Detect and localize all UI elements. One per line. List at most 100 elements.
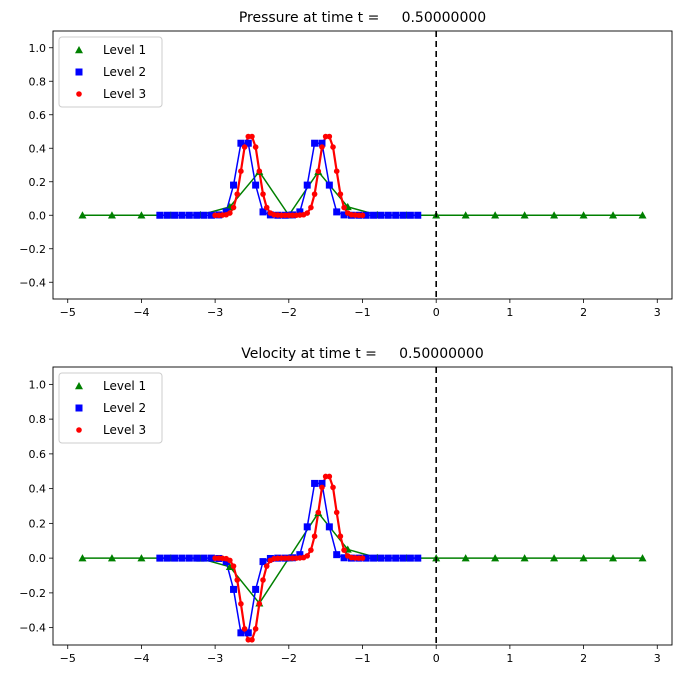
velocity-legend-level-3-label: Level 3	[103, 423, 146, 437]
pressure-y-tick-label: 1.0	[29, 42, 47, 55]
pressure-level-3-line	[215, 135, 363, 217]
pressure-y-tick-label: 0.8	[29, 75, 47, 88]
pressure-y-tick-label: 0.6	[29, 109, 47, 122]
velocity-level-2-point	[207, 554, 215, 562]
velocity-level-3-point	[263, 563, 270, 569]
velocity-level-3-point	[249, 636, 255, 643]
pressure-level-2-point	[392, 211, 400, 219]
velocity-level-1-point	[638, 554, 647, 562]
velocity-y-tick-label: 0.8	[29, 413, 47, 426]
pressure-level-2-point	[333, 208, 341, 216]
pressure-chart: Pressure at time t = 0.50000000 −5 −4 −3 −2 −…	[19, 10, 673, 319]
velocity-legend-level-1-label: Level 1	[103, 379, 146, 393]
pressure-x-tick-label: 1	[506, 306, 513, 319]
velocity-y-tick-label: 1.0	[29, 378, 47, 391]
velocity-level-2-point	[311, 479, 319, 487]
pressure-level-2-point	[222, 208, 230, 216]
pressure-y-tick-label: 0.2	[29, 176, 47, 189]
pressure-y-tick-label: 0.4	[29, 142, 47, 155]
pressure-level-1-point	[550, 211, 559, 219]
pressure-x-tick-label: 0	[433, 306, 440, 319]
velocity-chart: Velocity at time t = 0.50000000 −5 −4 −3 −2 −…	[19, 346, 673, 665]
velocity-y-tick-label: 0.2	[29, 517, 47, 530]
pressure-level-3-point	[252, 144, 259, 150]
velocity-legend-level-2-label: Level 2	[103, 401, 146, 415]
velocity-legend-box	[58, 372, 163, 444]
pressure-x-tick-label: −2	[281, 306, 297, 319]
pressure-level-3-point	[337, 191, 344, 197]
velocity-y-tick-label: −0.2	[19, 587, 46, 600]
pressure-level-2-point	[377, 211, 385, 219]
pressure-level-2-point	[318, 139, 326, 147]
pressure-level-3-point	[319, 144, 325, 150]
pressure-level-3-point	[238, 168, 244, 174]
pressure-level-2-point	[296, 208, 304, 216]
velocity-level-2-point	[414, 554, 422, 562]
velocity-y-tick-label: 0.4	[29, 483, 47, 496]
pressure-y-tick-label: −0.4	[19, 276, 46, 289]
velocity-level-2-point	[222, 558, 230, 566]
velocity-legend-level-1-marker	[75, 382, 83, 390]
velocity-level-3-point	[227, 557, 233, 564]
velocity-level-2-point	[370, 554, 378, 562]
pressure-level-1-point	[579, 211, 588, 219]
velocity-chart-title: Velocity at time t = 0.50000000	[241, 346, 484, 362]
velocity-level-2-point	[325, 523, 333, 531]
velocity-level-3-point	[319, 484, 325, 491]
velocity-level-2-point	[333, 551, 341, 559]
velocity-level-1-point	[461, 554, 470, 562]
velocity-level-2-point	[244, 629, 252, 637]
velocity-x-tick-label: −2	[281, 652, 297, 665]
pressure-chart-title: Pressure at time t = 0.50000000	[239, 10, 486, 26]
velocity-level-3-point	[337, 533, 344, 540]
velocity-axes-frame	[52, 366, 673, 646]
velocity-level-2-point	[377, 554, 385, 562]
velocity-level-1-point	[137, 554, 146, 562]
pressure-level-2-point	[163, 211, 171, 219]
velocity-level-1-point	[107, 554, 116, 562]
velocity-level-3-point	[241, 626, 248, 632]
velocity-level-2-point	[200, 554, 208, 562]
velocity-y-tick-label: −0.4	[19, 622, 46, 635]
velocity-level-2-point	[156, 554, 164, 562]
pressure-legend-level-1-label: Level 1	[103, 43, 146, 57]
pressure-level-2-point	[252, 181, 260, 189]
pressure-level-2-point	[384, 211, 392, 219]
pressure-level-2-point	[406, 211, 414, 219]
pressure-level-2-point	[230, 181, 238, 189]
pressure-level-2-point	[325, 181, 333, 189]
pressure-level-3-point	[304, 210, 311, 216]
velocity-level-2-point	[384, 554, 392, 562]
velocity-level-3-point	[326, 473, 333, 480]
velocity-level-2-point	[193, 554, 201, 562]
velocity-level-2-point	[178, 554, 186, 562]
pressure-x-tick-label: −5	[60, 306, 76, 319]
pressure-y-tick-label: −0.2	[19, 243, 46, 256]
pressure-level-2-line	[159, 142, 418, 216]
velocity-x-tick-label: −3	[207, 652, 223, 665]
pressure-level-3-point	[341, 204, 347, 211]
pressure-level-1-point	[491, 211, 500, 219]
velocity-level-3-point	[315, 509, 322, 516]
pressure-level-3-point	[315, 168, 322, 174]
velocity-level-3-point	[230, 563, 237, 569]
velocity-level-3-point	[252, 626, 259, 632]
pressure-level-3-point	[234, 191, 241, 197]
velocity-legend-level-3-marker	[76, 427, 82, 433]
pressure-level-2-point	[399, 211, 407, 219]
pressure-level-3-point	[333, 168, 340, 174]
velocity-y-tick-label: 0.6	[29, 448, 47, 461]
velocity-level-2-point	[163, 554, 171, 562]
pressure-level-1-point	[461, 211, 470, 219]
pressure-level-2-point	[156, 211, 164, 219]
velocity-level-2-point	[296, 551, 304, 559]
pressure-level-2-point	[244, 139, 252, 147]
pressure-legend-level-2-marker	[75, 68, 83, 76]
velocity-level-1-point	[609, 554, 618, 562]
pressure-level-2-point	[207, 211, 215, 219]
pressure-level-1-point	[78, 211, 87, 219]
pressure-level-2-point	[303, 181, 311, 189]
pressure-level-3-point	[263, 204, 270, 211]
velocity-level-1-point	[491, 554, 500, 562]
pressure-level-2-point	[370, 211, 378, 219]
